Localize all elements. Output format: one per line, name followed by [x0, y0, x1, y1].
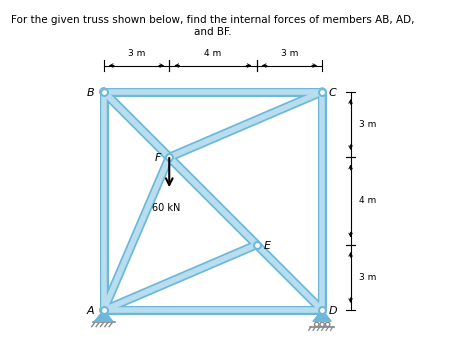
Text: 3 m: 3 m [359, 273, 377, 282]
Text: 3 m: 3 m [128, 49, 145, 58]
Text: $\it{D}$: $\it{D}$ [328, 304, 338, 316]
Text: 3 m: 3 m [359, 120, 377, 129]
Text: $\it{A}$: $\it{A}$ [86, 304, 95, 316]
Polygon shape [313, 310, 331, 321]
Text: $\it{C}$: $\it{C}$ [328, 86, 338, 98]
Text: 60 kN: 60 kN [152, 203, 180, 213]
Text: 4 m: 4 m [204, 49, 222, 58]
Text: $\it{F}$: $\it{F}$ [154, 151, 163, 163]
Text: $\it{B}$: $\it{B}$ [86, 86, 95, 98]
Text: For the given truss shown below, find the internal forces of members AB, AD, and: For the given truss shown below, find th… [11, 15, 415, 37]
Text: 3 m: 3 m [281, 49, 298, 58]
Text: 4 m: 4 m [359, 197, 376, 205]
Text: $\it{E}$: $\it{E}$ [263, 239, 272, 251]
Polygon shape [95, 310, 113, 321]
